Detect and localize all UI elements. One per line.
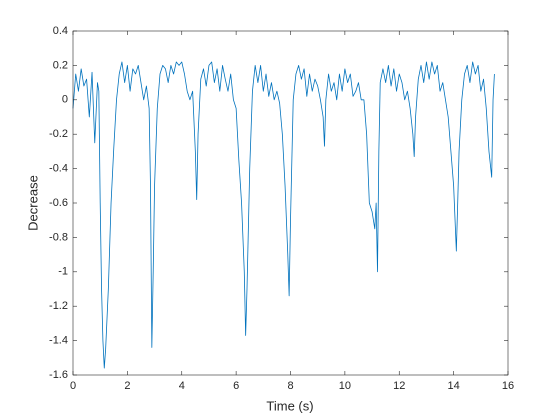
x-axis-label: Time (s) [266,398,313,413]
x-tick-label: 16 [502,380,514,392]
x-tick-label: 4 [179,380,185,392]
y-tick-label: -0.6 [49,197,68,209]
y-tick-label: -1 [58,266,68,278]
y-axis-label: Decrease [25,175,40,231]
x-tick-label: 6 [233,380,239,392]
y-tick-label: -0.8 [49,231,68,243]
y-tick-label: 0.2 [53,59,68,71]
x-tick-label: 14 [448,380,460,392]
x-tick-label: 0 [70,380,76,392]
x-tick-label: 10 [339,380,351,392]
y-tick-label: 0 [62,94,68,106]
x-tick-label: 2 [124,380,130,392]
data-line [72,61,495,369]
y-tick-label: -0.4 [49,163,68,175]
y-tick-label: 0.4 [53,25,68,37]
y-tick-label: -0.2 [49,128,68,140]
x-tick-label: 8 [287,380,293,392]
x-tick-label: 12 [393,380,405,392]
y-tick-label: -1.2 [49,300,68,312]
y-tick-label: -1.6 [49,369,68,381]
y-tick-label: -1.4 [49,335,68,347]
